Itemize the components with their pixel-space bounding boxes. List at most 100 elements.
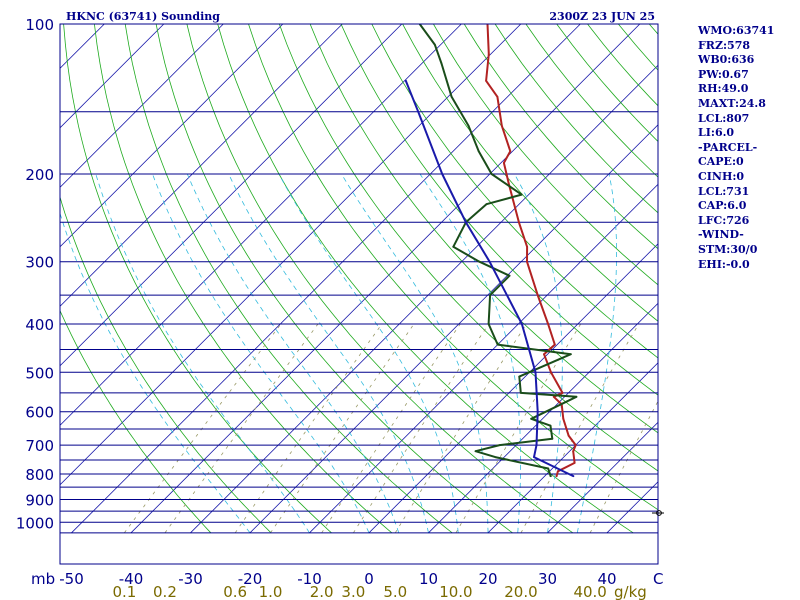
valid-time: 2300Z 23 JUN 25	[549, 10, 655, 23]
temperature-point	[526, 260, 528, 263]
temperature-point	[547, 323, 549, 325]
temperature-tick-label: 0	[364, 570, 374, 588]
pressure-tick-label: 200	[25, 166, 54, 184]
dry-adiabat-line	[186, 24, 574, 534]
dry-adiabat-line	[60, 309, 212, 534]
temperature-point	[543, 353, 545, 356]
temperature-tick-label: -40	[119, 570, 144, 588]
isotherm-line	[60, 24, 522, 486]
pressure-tick-label: 500	[25, 364, 54, 382]
pressure-tick-label: 900	[25, 491, 54, 509]
mixing-ratio-label: 1.0	[259, 583, 283, 600]
plot-frame	[59, 23, 659, 565]
temperature-point	[496, 95, 499, 98]
temperature-profile-line	[485, 24, 577, 478]
isotherm-line	[60, 24, 403, 367]
stat-line: LFC:726	[698, 213, 750, 227]
dewpoint-point	[518, 375, 521, 378]
temperature-tick-label: -20	[238, 570, 263, 588]
stat-line: WB0:636	[698, 53, 755, 67]
dewpoint-point	[489, 294, 491, 296]
dewpoint-point	[508, 274, 511, 277]
dry-adiabat-line	[309, 24, 658, 434]
mixing-ratio-line	[234, 323, 383, 534]
wind-marker	[652, 510, 664, 516]
mixing-ratio-line	[124, 323, 282, 534]
parcel-point	[572, 475, 575, 477]
dewpoint-point	[487, 323, 490, 325]
mixing-ratio-line	[270, 323, 415, 534]
mixing-ratio-line	[353, 323, 490, 534]
temperature-point	[567, 434, 570, 437]
stat-line: EHI:-0.0	[698, 257, 750, 271]
temperature-point	[536, 294, 539, 296]
isotherm-line	[60, 24, 343, 307]
temperature-point	[555, 475, 558, 477]
dewpoint-point	[519, 392, 522, 394]
moist-adiabat-line	[278, 173, 459, 533]
parcel-point	[488, 260, 491, 263]
pressure-tick-label: 400	[25, 316, 54, 334]
mixing-ratio-line	[589, 400, 658, 533]
dry-adiabat-line	[124, 24, 453, 534]
dewpoint-point	[478, 260, 481, 263]
dewpoint-point	[498, 444, 501, 446]
mixing-ratio-line	[394, 323, 527, 534]
mixing-ratio-line	[321, 323, 461, 534]
dewpoint-point	[440, 62, 443, 65]
parcel-point	[534, 371, 537, 374]
dewpoint-point	[575, 395, 578, 398]
dewpoint-point	[494, 456, 497, 458]
moist-adiabat-line	[60, 212, 251, 534]
pressure-tick-label: 800	[25, 466, 54, 484]
parcel-point	[404, 79, 407, 82]
dewpoint-point	[477, 150, 480, 153]
dry-adiabat-line	[155, 24, 513, 534]
temperature-point	[487, 53, 490, 56]
dewpoint-point	[547, 467, 550, 470]
stat-line: CAP:6.0	[698, 199, 747, 213]
mixing-ratio-line	[520, 323, 640, 533]
temperature-point	[509, 150, 512, 153]
parcel-point	[465, 221, 467, 224]
mixing-ratio-line	[455, 323, 582, 534]
temperature-tick-label: 30	[538, 570, 557, 588]
dry-adiabat-line	[402, 24, 658, 322]
dry-adiabat-line	[60, 195, 272, 534]
mixing-ratio-label: 0.1	[112, 583, 136, 600]
dry-adiabat-line	[248, 24, 658, 511]
station-title: HKNC (63741) Sounding	[66, 10, 220, 23]
dewpoint-point	[569, 353, 572, 356]
dewpoint-point	[474, 450, 477, 453]
isotherm-line	[547, 421, 658, 534]
dewpoint-point	[496, 343, 499, 346]
dewpoint-point	[520, 193, 523, 196]
dewpoint-point	[433, 43, 436, 46]
mixing-ratio-unit-label: g/kg	[614, 583, 647, 600]
isotherm-line	[60, 24, 462, 426]
isotherm-line	[487, 362, 658, 534]
temperature-point	[561, 392, 564, 394]
pressure-tick-label: 600	[25, 404, 54, 422]
temperature-point	[562, 417, 565, 420]
dry-adiabat-line	[217, 24, 634, 534]
mixing-ratio-label: 2.0	[310, 583, 334, 600]
temperature-point	[550, 371, 552, 374]
pressure-tick-label: 300	[25, 254, 54, 272]
parcel-point	[535, 444, 538, 446]
stat-line: WMO:63741	[698, 24, 775, 37]
isotherm-line	[60, 24, 224, 188]
parcel-point	[441, 173, 444, 175]
parcel-point	[417, 110, 420, 113]
stat-line: LCL:731	[698, 184, 750, 198]
temperature-point	[557, 470, 559, 473]
parcel-point	[521, 323, 523, 325]
dry-adiabat-line	[371, 24, 658, 359]
mixing-ratio-label: 20.0	[504, 583, 537, 600]
stat-line: STM:30/0	[698, 242, 758, 256]
pressure-tick-label: 100	[25, 16, 54, 34]
temperature-point	[572, 450, 575, 453]
mixing-ratio-line	[164, 323, 319, 534]
moist-adiabat-line	[95, 173, 310, 534]
